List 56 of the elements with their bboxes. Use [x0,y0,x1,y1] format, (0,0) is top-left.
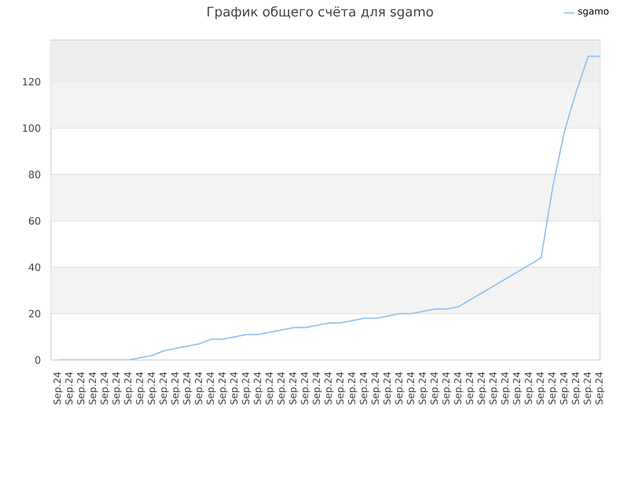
y-tick-label: 120 [22,78,40,86]
x-tick-label: Sep.24 [124,372,134,404]
x-tick-label: Sep.24 [348,372,358,404]
x-tick-label: Sep.24 [489,372,499,404]
x-tick-label: Sep.24 [595,372,605,404]
x-tick-label: Sep.24 [254,372,263,404]
x-tick-label: Sep.24 [430,372,440,404]
y-tick-label: 60 [28,217,40,225]
x-tick-label: Sep.24 [112,372,122,404]
x-tick-label: Sep.24 [289,372,298,404]
x-tick-label: Sep.24 [524,372,534,404]
x-tick-label: Sep.24 [218,372,228,404]
x-tick-label: Sep.24 [560,372,570,404]
x-tick-label: Sep.24 [194,372,204,404]
x-tick-label: Sep.24 [171,372,180,404]
y-tick-label: 20 [28,310,40,318]
x-tick-label: Sep.24 [536,372,546,404]
x-tick-label: Sep.24 [418,372,428,404]
x-tick-label: Sep.24 [136,372,146,404]
x-tick-label: Sep.24 [206,372,216,404]
x-tick-label: Sep.24 [360,372,369,404]
legend-label: sgamo [578,9,609,16]
x-tick-label: Sep.24 [183,372,192,404]
x-tick-label: Sep.24 [160,372,169,404]
x-tick-label: Sep.24 [501,372,510,404]
x-tick-label: Sep.24 [442,372,452,404]
x-tick-label: Sep.24 [148,372,157,404]
x-tick-label: Sep.24 [65,372,74,404]
x-tick-label: Sep.24 [100,372,110,404]
x-tick-label: Sep.24 [584,372,593,404]
x-tick-label: Sep.24 [512,372,522,404]
x-tick-label: Sep.24 [478,372,487,404]
x-tick-label: Sep.24 [77,372,86,404]
x-tick-label: Sep.24 [324,372,334,404]
y-tick-label: 40 [28,263,40,272]
chart-title: График общего счёта для sgamo [208,6,433,20]
x-tick-label: Sep.24 [406,372,416,404]
x-tick-label: Sep.24 [572,372,581,404]
x-tick-label: Sep.24 [372,372,381,404]
x-tick-label: Sep.24 [300,372,310,404]
x-tick-label: Sep.24 [395,372,404,404]
y-tick-label: 100 [22,124,40,132]
x-tick-label: Sep.24 [336,372,346,404]
x-tick-label: Sep.24 [88,372,98,404]
x-tick-label: Sep.24 [548,372,558,404]
x-tick-label: Sep.24 [383,372,392,404]
y-tick-label: 0 [35,356,40,364]
x-tick-label: Sep.24 [54,372,63,404]
x-tick-label: Sep.24 [242,372,252,404]
x-tick-label: Sep.24 [312,372,322,404]
x-tick-label: Sep.24 [230,372,240,404]
x-tick-label: Sep.24 [277,372,286,404]
x-tick-label: Sep.24 [454,372,464,404]
x-tick-label: Sep.24 [266,372,275,404]
x-tick-label: Sep.24 [466,372,475,404]
y-tick-label: 80 [28,170,40,178]
